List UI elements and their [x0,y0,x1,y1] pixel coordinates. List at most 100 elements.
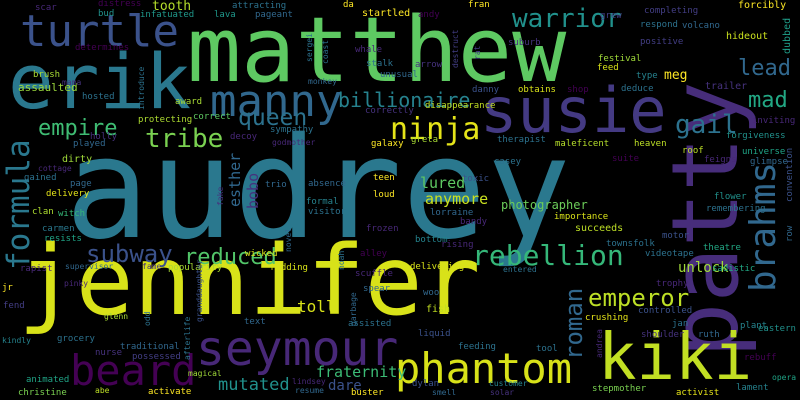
word-christine: christine [18,389,67,398]
word-teen: teen [373,174,395,183]
word-novel: novel [285,228,293,252]
word-deduce: deduce [621,85,654,94]
word-abe: abe [95,387,109,395]
word-feed: feed [597,64,619,73]
word-delivery: delivery [46,190,89,199]
word-scuffle: scuffle [355,270,393,279]
word-formula: formula [4,139,35,270]
word-heaven: heaven [634,140,667,149]
word-wicked: wicked [245,250,278,259]
word-tool: tool [536,345,558,354]
word-fran: fran [468,1,490,10]
word-maleficent: maleficent [555,140,609,149]
word-obtains: obtains [518,86,556,95]
word-customer: customer [489,380,528,388]
word-videotape: videotape [645,250,694,259]
word-trio: trio [265,181,287,190]
word-activist: activist [676,389,719,398]
word-text: text [244,318,266,327]
word-trailer: trailer [705,82,747,92]
word-stalk: stalk [366,60,393,69]
word-crushing: crushing [585,314,628,323]
word-entered: entered [503,266,537,274]
word-magical: magical [188,370,222,378]
word-jan: jan [672,320,688,329]
word-rat: rat [474,46,482,60]
word-distress: distress [98,0,141,9]
word-formal: formal [306,198,339,207]
word-startled: startled [362,9,410,19]
word-bobo: bobo [246,173,261,209]
word-therapist: therapist [497,136,546,145]
word-buster: buster [351,389,384,398]
word-visitor: visitor [308,208,346,217]
word-assisted: assisted [348,320,391,329]
word-resume: resume [295,387,324,395]
word-liquid: liquid [418,330,451,339]
word-shoulder: shoulder [641,331,684,340]
word-alley: alley [360,250,387,259]
word-toxic: toxic [462,175,489,184]
word-glenn: glenn [104,313,128,321]
word-award: award [175,98,202,107]
word-flower: flower [714,193,747,202]
word-mad: mad [748,90,788,112]
word-andy: andy [418,11,440,20]
word-mama: mama [62,79,81,87]
word-galaxy: galaxy [371,140,404,149]
word-townsfolk: townsfolk [606,240,655,249]
word-cottage: cottage [38,165,72,173]
word-delivering: delivering [410,263,464,272]
word-smell: smell [432,389,456,397]
word-rising: rising [441,241,474,250]
word-witch: witch [58,210,85,219]
word-hosted: hosted [82,93,115,102]
word-carmen: carmen [42,225,75,234]
word-unusual: unusual [380,71,418,80]
word-stepmother: stepmother [592,385,646,394]
word-feeding: feeding [458,343,496,352]
word-rapist: rapist [20,265,53,274]
word-introduce: introduce [138,67,146,110]
word-esther: esther [228,153,243,207]
word-decoy: decoy [230,133,257,142]
word-fish: fish [426,305,450,315]
word-brush: brush [33,71,60,80]
word-danny: danny [472,86,499,95]
word-godmother: godmother [272,139,315,147]
word-convention: convention [786,148,795,202]
word-attracting: attracting [232,2,286,11]
word-woo: woo [423,289,439,298]
word-forcibly: forcibly [738,1,786,11]
word-positive: positive [640,38,683,47]
word-greta: greta [411,136,438,145]
word-respond: respond [640,21,678,30]
word-sergei: sergei [306,33,314,62]
word-anymore: anymore [425,192,488,207]
word-roof: roof [682,147,704,156]
word-lava: lava [214,11,236,20]
word-fake: fake [217,187,225,206]
word-toll: toll [297,299,336,315]
word-coast: coast [322,40,330,64]
word-animated: animated [26,376,69,385]
word-theatre: theatre [703,244,741,253]
word-bud: bud [98,10,114,19]
word-rebellion: rebellion [472,242,624,270]
word-destruct: destruct [452,29,460,68]
word-determines: determines [75,44,129,53]
word-page: page [70,180,92,189]
word-pinky: pinky [64,280,88,288]
word-clan: clan [32,208,54,217]
word-kindly: kindly [2,337,31,345]
word-forgiveness: forgiveness [726,132,786,141]
word-tribe: tribe [145,126,223,152]
word-andrea: andrea [596,329,604,358]
word-remembering: remembering [706,205,766,214]
word-traditional: traditional [120,343,180,352]
word-odd: odd [144,312,152,326]
word-lured: lured [420,176,465,191]
word-monkey: monkey [308,78,337,86]
word-plant: plant [740,322,767,331]
word-inviting: inviting [752,117,795,126]
